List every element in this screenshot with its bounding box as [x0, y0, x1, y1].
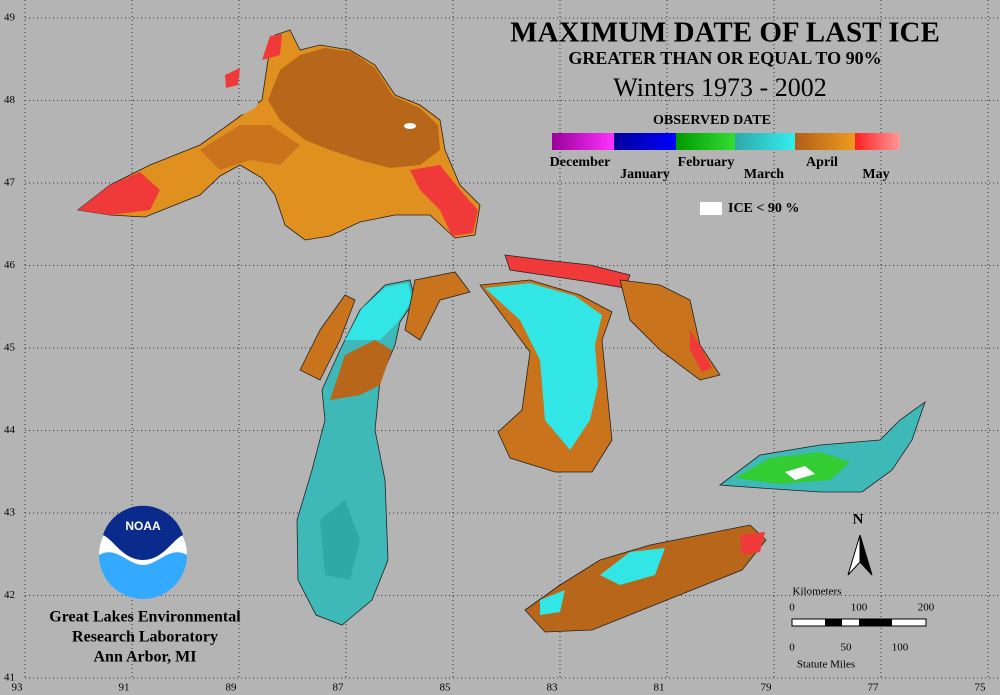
- lake-huron: [404, 271, 721, 473]
- latitude-label: 42: [4, 589, 15, 601]
- credit-line: Great Lakes Environmental: [49, 609, 241, 626]
- subtitle: GREATER THAN OR EQUAL TO 90%: [568, 48, 881, 68]
- lake-superior: [77, 29, 481, 241]
- longitude-label: 79: [761, 682, 773, 694]
- miles-label: Statute Miles: [797, 659, 855, 671]
- mile-tick: 100: [892, 642, 909, 654]
- logo-text: NOAA: [125, 519, 161, 533]
- longitude-label: 87: [333, 682, 345, 694]
- longitude-label: 77: [868, 682, 880, 694]
- longitude-label: 75: [975, 682, 987, 694]
- km-tick: 100: [851, 602, 868, 614]
- legend-month: January: [620, 167, 670, 182]
- longitude-label: 83: [547, 682, 559, 694]
- latitude-label: 47: [4, 177, 16, 189]
- km-tick: 200: [918, 602, 935, 614]
- latitude-label: 48: [4, 94, 16, 106]
- latitude-label: 46: [4, 259, 16, 271]
- period: Winters 1973 - 2002: [613, 73, 826, 102]
- legend-colorbar: [552, 133, 900, 150]
- ice-note: ICE < 90 %: [728, 201, 799, 216]
- mile-tick: 0: [789, 642, 795, 654]
- longitude-label: 85: [440, 682, 452, 694]
- legend-month: March: [744, 167, 784, 182]
- legend-month: December: [550, 155, 611, 170]
- latitude-label: 43: [4, 507, 16, 519]
- legend-month: May: [862, 167, 889, 182]
- north-arrow: [847, 534, 873, 576]
- lake-michigan: [296, 279, 416, 626]
- latitude-label: 49: [4, 12, 16, 24]
- legend-months: December January February March April May: [550, 155, 890, 182]
- mile-tick: 50: [841, 642, 853, 654]
- latitude-label: 44: [4, 424, 16, 436]
- km-label: Kilometers: [793, 586, 842, 598]
- noaa-logo: NOAA: [99, 505, 187, 599]
- longitude-label: 89: [226, 682, 238, 694]
- latitude-label: 45: [4, 342, 16, 354]
- legend-month: February: [678, 155, 735, 170]
- longitude-label: 93: [12, 682, 24, 694]
- latitude-label: 41: [4, 672, 15, 684]
- lake-ontario: [718, 400, 926, 493]
- km-tick: 0: [789, 602, 795, 614]
- legend-title: OBSERVED DATE: [653, 113, 771, 128]
- longitude-label: 81: [654, 682, 665, 694]
- lake-erie: [524, 524, 767, 633]
- title: MAXIMUM DATE OF LAST ICE: [510, 17, 940, 49]
- credit-line: Research Laboratory: [72, 629, 218, 646]
- credit: Great Lakes Environmental Research Labora…: [49, 609, 241, 666]
- north-label: N: [853, 511, 864, 527]
- longitude-label: 91: [119, 682, 130, 694]
- legend-month: April: [806, 155, 838, 170]
- scale-bar: Kilometers 0 100 200 0 50 100 Statute Miles: [789, 586, 935, 671]
- credit-line: Ann Arbor, MI: [94, 649, 197, 666]
- ice-swatch: [700, 202, 722, 215]
